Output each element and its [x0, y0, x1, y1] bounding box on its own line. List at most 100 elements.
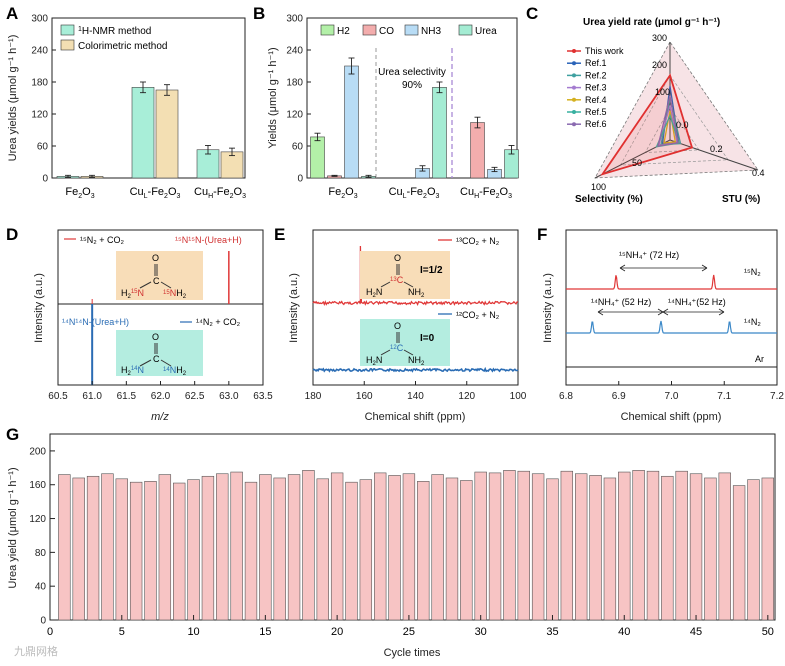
panel-a-x-labels: Fe2O3 CuL-Fe2O3 CuH-Fe2O3 — [65, 186, 246, 200]
panel-c-title: Urea yield rate (μmol g⁻¹ h⁻¹) — [583, 17, 720, 28]
panel-d-urea-15n-box — [116, 251, 203, 300]
legend-marker-Ref.5 — [572, 110, 576, 114]
legend-colorimetric: Colorimetric method — [78, 41, 167, 52]
panel-g: G 0 40 80 120 160 200 0 5 10 15 20 25 30 35 40 45 50 Cy… — [6, 425, 776, 659]
panel-f-15n2-label: ¹⁵N₂ — [744, 267, 761, 277]
radar-tick-sel-50: 50 — [632, 158, 642, 168]
x-tick-label: 61.0 — [82, 391, 102, 402]
radar-ref-6 — [657, 95, 679, 147]
panel-f-14n2-trace — [566, 320, 777, 334]
panel-d-urea-14n-box — [116, 330, 203, 376]
panel-f-nh4-15-label: ¹⁵NH₄⁺ (72 Hz) — [619, 250, 679, 260]
cycle-bar-7 — [144, 481, 157, 621]
cycle-bar-37 — [575, 473, 588, 621]
cycle-bar-2 — [72, 477, 85, 621]
svg-text:H214N: H214N — [121, 365, 144, 377]
panel-b-annotation-line2: 90% — [402, 80, 422, 91]
panel-c-legend: This work Ref.1 Ref.2 Ref.3 Ref.4 Ref.5 Ref.6 — [567, 46, 624, 129]
y-tick-label: 0 — [297, 174, 303, 185]
panel-a-y-axis: 0 60 120 180 240 300 — [31, 14, 56, 185]
bar-H2-0 — [310, 136, 325, 179]
legend-swatch-co — [362, 24, 377, 36]
legend-urea: Urea — [475, 26, 497, 37]
cycle-bar-29 — [460, 480, 473, 621]
radar-tick-stu-02: 0.2 — [710, 144, 723, 154]
y-tick-label: 60 — [292, 142, 304, 153]
x-tick-label: 50 — [762, 626, 774, 638]
radar-tick-sel-100: 100 — [591, 182, 606, 192]
panel-f: F ¹⁵NH₄⁺ (72 Hz) ¹⁴NH₄⁺ (52 Hz) ¹⁴NH₄⁺(5… — [537, 225, 784, 423]
x-tick-label: 60.5 — [48, 391, 68, 402]
cycle-bar-44 — [675, 470, 688, 621]
panel-c-letter: C — [526, 4, 538, 23]
bar-NH3-0 — [344, 65, 359, 179]
panel-d-ylabel: Intensity (a.u.) — [33, 273, 45, 343]
panel-b-x-labels: Fe2O3 CuL-Fe2O3 CuH-Fe2O3 — [328, 186, 512, 200]
panel-d-xlabel: m/z — [151, 411, 169, 423]
cycle-bar-27 — [431, 474, 444, 621]
y-tick-label: 300 — [286, 14, 303, 25]
radar-grid — [619, 74, 729, 166]
cycle-bar-30 — [474, 471, 487, 621]
y-tick-label: 60 — [37, 142, 49, 153]
radar-tick-100: 100 — [655, 87, 670, 97]
y-tick-label: 180 — [31, 78, 48, 89]
x-tick-label: 62.5 — [185, 391, 205, 402]
cycle-bar-17 — [287, 474, 301, 621]
cycle-bar-47 — [718, 472, 731, 621]
cycle-bar-15 — [259, 474, 272, 621]
cycle-bar-12 — [216, 473, 229, 621]
x-category-label: Fe2O3 — [65, 186, 94, 200]
x-tick-label: 6.9 — [612, 391, 626, 402]
panel-e-letter: E — [274, 225, 285, 244]
legend-swatch-urea — [458, 24, 473, 36]
cycle-bar-6 — [129, 481, 143, 621]
radar-axis — [669, 139, 759, 171]
legend-Ref.2: Ref.2 — [585, 70, 607, 80]
cycle-bar-16 — [273, 477, 286, 621]
legend-swatch-nmr — [60, 24, 75, 36]
panel-f-xlabel: Chemical shift (ppm) — [621, 411, 722, 423]
legend-Ref.3: Ref.3 — [585, 83, 607, 93]
panel-f-14n2-label: ¹⁴N₂ — [744, 317, 761, 327]
legend-Ref.4: Ref.4 — [585, 95, 607, 105]
panel-e-x-axis: 180 160 140 120 100 — [305, 381, 527, 402]
svg-text:14NH2: 14NH2 — [163, 365, 187, 377]
panel-g-letter: G — [6, 425, 19, 444]
panel-g-xlabel: Cycle times — [384, 647, 441, 659]
x-tick-label: 63.5 — [253, 391, 273, 402]
svg-text:O: O — [152, 253, 159, 263]
panel-g-x-axis: 0 5 10 15 20 25 30 35 40 45 50 — [47, 615, 774, 638]
panel-a-bars — [56, 81, 244, 179]
panel-f-coupling-15-arrows — [619, 264, 708, 272]
cycle-bar-4 — [101, 473, 114, 621]
cycle-bar-18 — [302, 470, 315, 621]
svg-text:H2N: H2N — [366, 287, 382, 299]
panel-c-selectivity-label: Selectivity (%) — [575, 194, 643, 205]
panel-e-ylabel: Intensity (a.u.) — [288, 273, 300, 343]
panel-f-ar-label: Ar — [755, 354, 764, 364]
panel-d-blue-peak-label: ¹⁴N¹⁴N-(Urea+H) — [62, 317, 129, 327]
x-tick-label: 35 — [546, 626, 558, 638]
panel-d-x-axis: 60.5 61.0 61.5 62.0 62.5 63.0 63.5 — [48, 381, 273, 402]
panel-b-ylabel: Yields (μmol g⁻¹ h⁻¹) — [267, 47, 279, 148]
panel-a-ylabel: Urea yields (μmol g⁻¹ h⁻¹) — [7, 35, 19, 162]
cycle-bar-33 — [517, 470, 530, 621]
legend-swatch-nh3 — [404, 24, 419, 36]
panel-c-stu-label: STU (%) — [722, 194, 760, 205]
cycle-bar-9 — [173, 482, 186, 621]
cycle-bar-3 — [86, 475, 100, 621]
panel-e-urea-13c-box — [360, 251, 450, 299]
legend-marker-Ref.3 — [572, 85, 576, 90]
cycle-bar-35 — [546, 478, 559, 621]
y-tick-label: 80 — [35, 548, 47, 559]
x-tick-label: 63.0 — [219, 391, 239, 402]
cycle-bar-45 — [689, 473, 703, 621]
legend-swatch-colorimetric — [60, 39, 75, 51]
cycle-bar-10 — [187, 479, 200, 621]
radar-grid — [644, 106, 700, 153]
cycle-bar-8 — [158, 474, 172, 621]
x-tick-label: 180 — [305, 391, 322, 402]
x-tick-label: 7.2 — [770, 391, 784, 402]
legend-This work: This work — [585, 46, 624, 56]
